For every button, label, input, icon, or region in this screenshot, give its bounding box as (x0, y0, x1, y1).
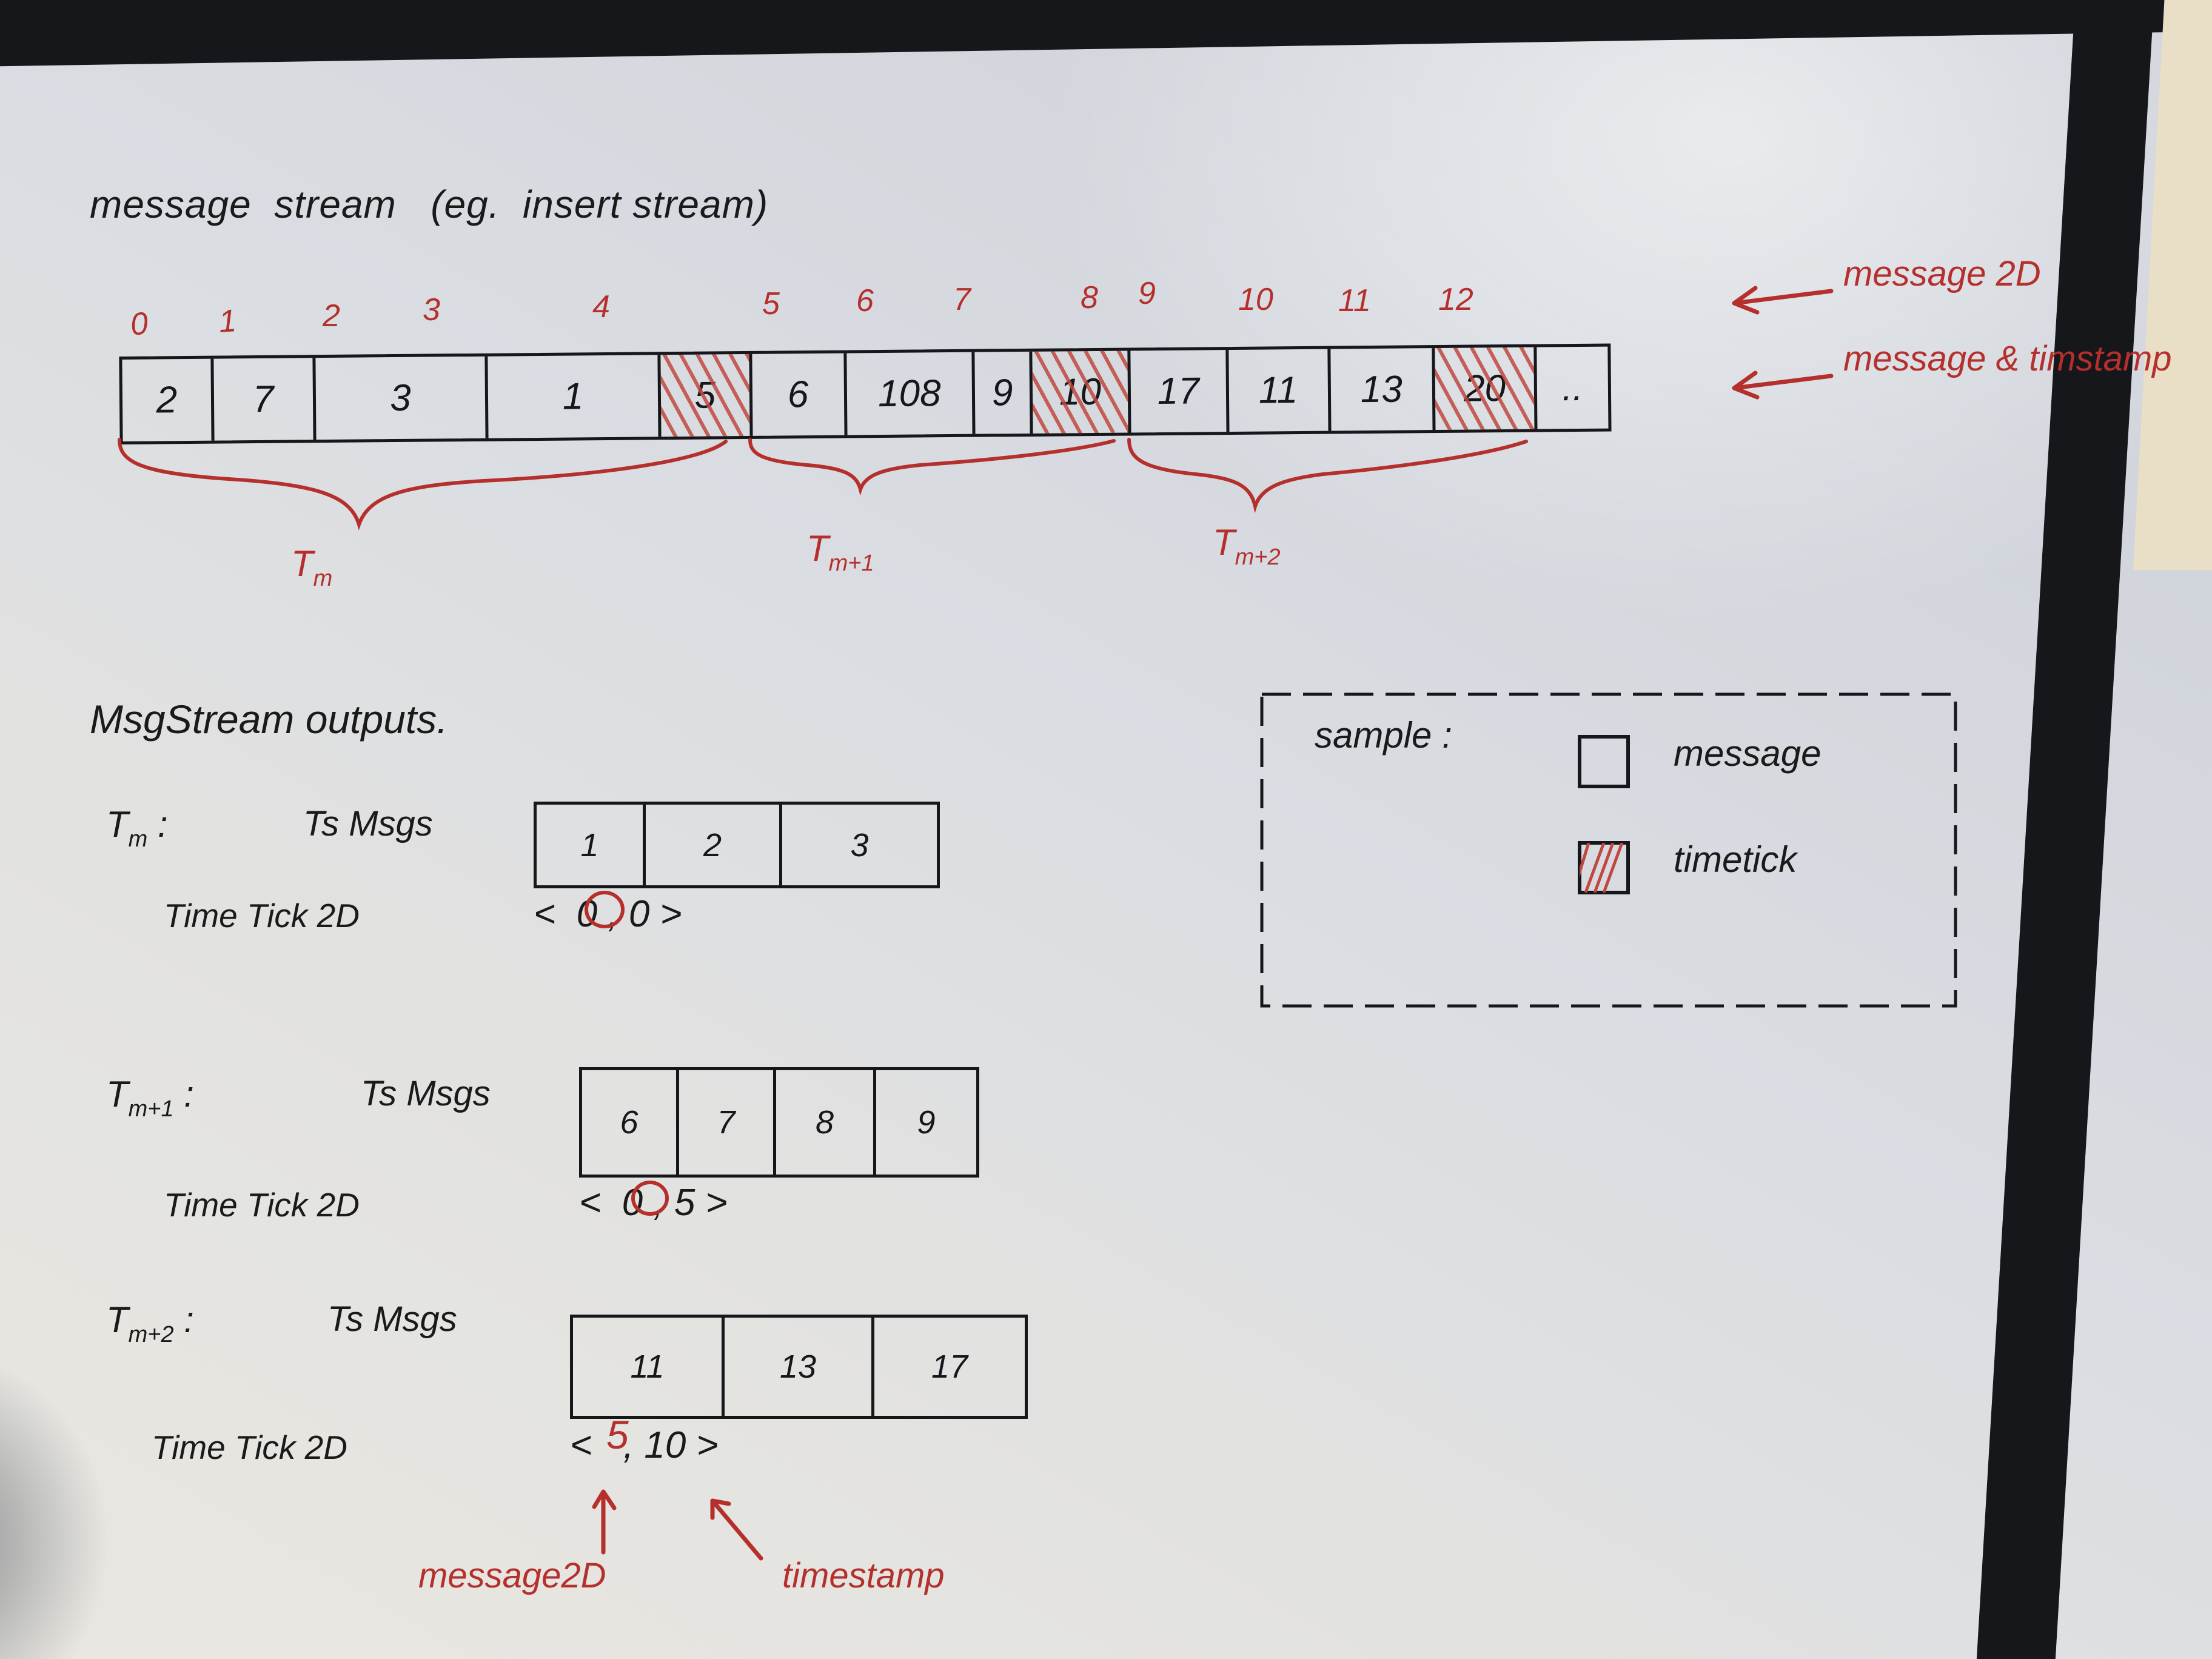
svg-text:0: 0 (129, 306, 150, 343)
svg-text:11: 11 (1338, 283, 1371, 318)
svg-text:4: 4 (592, 289, 610, 324)
svg-text:2: 2 (322, 298, 340, 333)
svg-text:12: 12 (1438, 282, 1473, 317)
svg-text:3: 3 (423, 292, 440, 327)
svg-text:9: 9 (1138, 276, 1156, 311)
svg-text:6: 6 (856, 283, 874, 318)
svg-text:1: 1 (218, 303, 238, 340)
svg-text:8: 8 (1081, 280, 1098, 315)
svg-text:5: 5 (762, 286, 780, 321)
svg-text:10: 10 (1238, 282, 1273, 317)
svg-text:7: 7 (953, 282, 972, 317)
